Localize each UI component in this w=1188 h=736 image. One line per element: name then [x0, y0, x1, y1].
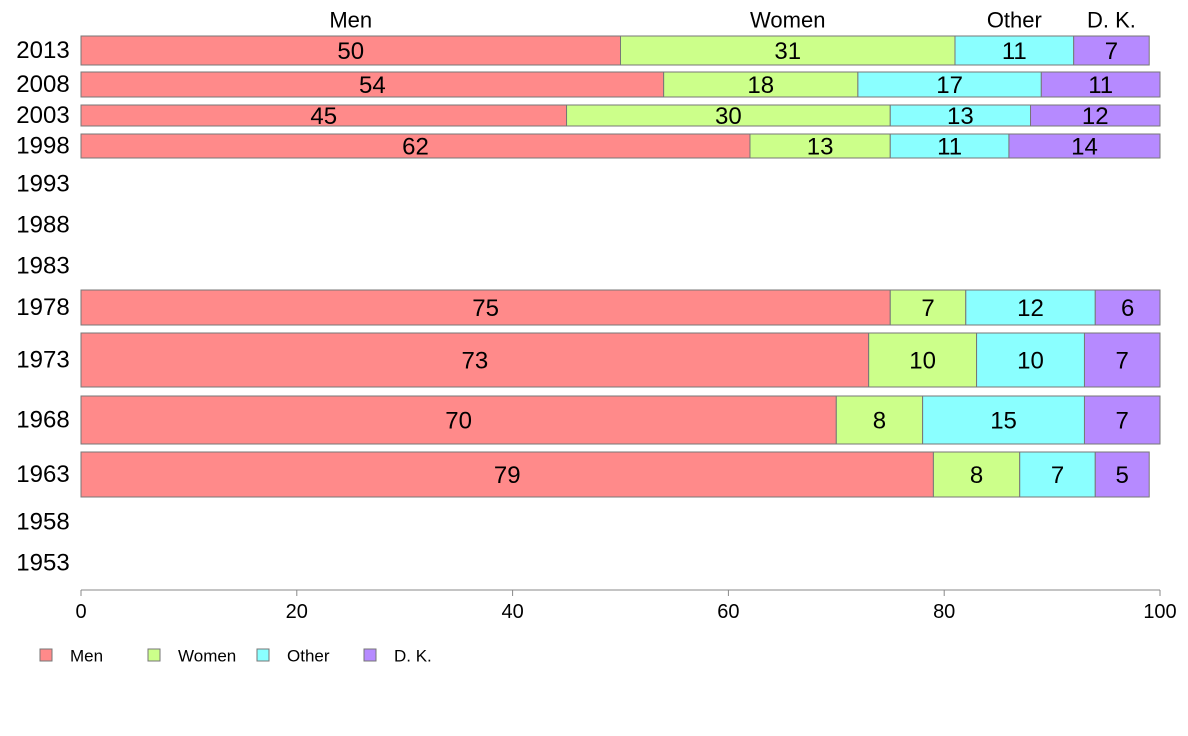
x-tick-label: 80: [933, 601, 955, 623]
bar-segment: [868, 332, 978, 388]
bar-segment: [80, 35, 621, 66]
data-label: 18: [747, 72, 774, 99]
bar-segment: [889, 289, 967, 326]
bar-segment: [80, 332, 870, 388]
data-label: 10: [909, 348, 936, 375]
bar-segment: [1019, 451, 1096, 498]
legend-swatch: [363, 648, 377, 662]
x-axis: 0 20 40 60 80 100: [75, 589, 1177, 623]
data-label: 8: [970, 462, 983, 489]
bar-segment: [835, 395, 924, 445]
y-tick-label: 1998: [16, 133, 69, 160]
data-label: 79: [494, 462, 521, 489]
data-label: 50: [337, 38, 364, 65]
bar-segment: [620, 35, 956, 66]
bar-segment: [857, 71, 1042, 98]
data-label: 12: [1082, 103, 1109, 130]
data-label: 11: [1088, 72, 1113, 99]
data-label: 12: [1017, 295, 1044, 322]
top-series-label: Men: [329, 8, 372, 33]
y-tick-label: 1958: [16, 509, 69, 536]
x-tick-label: 60: [717, 601, 739, 623]
bar-segment: [889, 133, 1010, 159]
data-label: 15: [990, 408, 1017, 435]
data-label: 30: [715, 103, 742, 130]
data-label: 14: [1071, 134, 1098, 161]
data-label: 11: [1002, 38, 1027, 65]
top-series-label: Other: [987, 8, 1042, 33]
data-label: 75: [472, 295, 499, 322]
data-label: 8: [873, 408, 886, 435]
bar-segment: [80, 71, 665, 98]
y-tick-label: 2008: [16, 71, 69, 98]
y-tick-label: 1983: [16, 253, 69, 280]
bar-segment: [1083, 332, 1161, 388]
data-label: 70: [445, 408, 472, 435]
y-axis-ticks: 2013 2008 2003 1998 1993 1988 1983 1978 1973 1968…: [16, 37, 69, 577]
bar-segment: [1094, 289, 1161, 326]
bar-segment: [80, 289, 891, 326]
data-label: 54: [359, 72, 386, 99]
data-label: 17: [936, 72, 963, 99]
top-series-labels: Men Women Other D. K.: [329, 8, 1136, 33]
y-tick-label: 1993: [16, 171, 69, 198]
x-tick-label: 40: [501, 601, 523, 623]
y-tick-label: 1963: [16, 461, 69, 488]
bar-segment: [954, 35, 1075, 66]
data-label: 7: [1105, 38, 1118, 65]
data-label: 45: [310, 103, 337, 130]
top-series-label: D. K.: [1087, 8, 1136, 33]
data-label: 7: [1051, 462, 1064, 489]
x-tick-label: 0: [75, 601, 86, 623]
bar-segment: [1094, 451, 1150, 498]
legend-label: Men: [70, 647, 103, 666]
bar-segment: [80, 395, 837, 445]
data-label: 31: [774, 38, 801, 65]
x-tick-label: 100: [1143, 601, 1176, 623]
bar-segment: [1040, 71, 1161, 98]
data-label: 7: [1116, 408, 1129, 435]
bar-segment: [749, 133, 891, 159]
data-label: 73: [461, 348, 488, 375]
data-label: 7: [921, 295, 934, 322]
y-tick-label: 1988: [16, 212, 69, 239]
bar-segment: [80, 133, 751, 159]
data-label: 6: [1121, 295, 1134, 322]
y-tick-label: 2013: [16, 37, 69, 64]
data-label: 13: [947, 103, 974, 130]
data-label: 5: [1116, 462, 1129, 489]
bar-segment: [1083, 395, 1161, 445]
bar-segment: [932, 451, 1021, 498]
y-tick-label: 1973: [16, 347, 69, 374]
top-series-label: Women: [750, 8, 825, 33]
legend-label: Other: [287, 647, 330, 666]
bar-segment: [1073, 35, 1150, 66]
bar-segment: [1030, 104, 1161, 127]
legend: Men Women Other D. K.: [39, 647, 432, 666]
x-tick-label: 20: [286, 601, 308, 623]
data-label: 62: [402, 134, 429, 161]
bar-segment: [965, 289, 1096, 326]
data-label: 11: [937, 134, 962, 161]
y-tick-label: 1968: [16, 407, 69, 434]
data-label: 10: [1017, 348, 1044, 375]
legend-label: D. K.: [394, 647, 432, 666]
bar-segment: [663, 71, 859, 98]
legend-swatch: [147, 648, 161, 662]
data-label: 13: [807, 134, 834, 161]
y-tick-label: 1978: [16, 294, 69, 321]
legend-swatch: [256, 648, 270, 662]
y-tick-label: 1953: [16, 550, 69, 577]
bar-segment: [922, 395, 1085, 445]
legend-label: Women: [178, 647, 236, 666]
data-label: 7: [1116, 348, 1129, 375]
legend-swatch: [39, 648, 53, 662]
bar-segment: [1008, 133, 1161, 159]
y-tick-label: 2003: [16, 102, 69, 129]
